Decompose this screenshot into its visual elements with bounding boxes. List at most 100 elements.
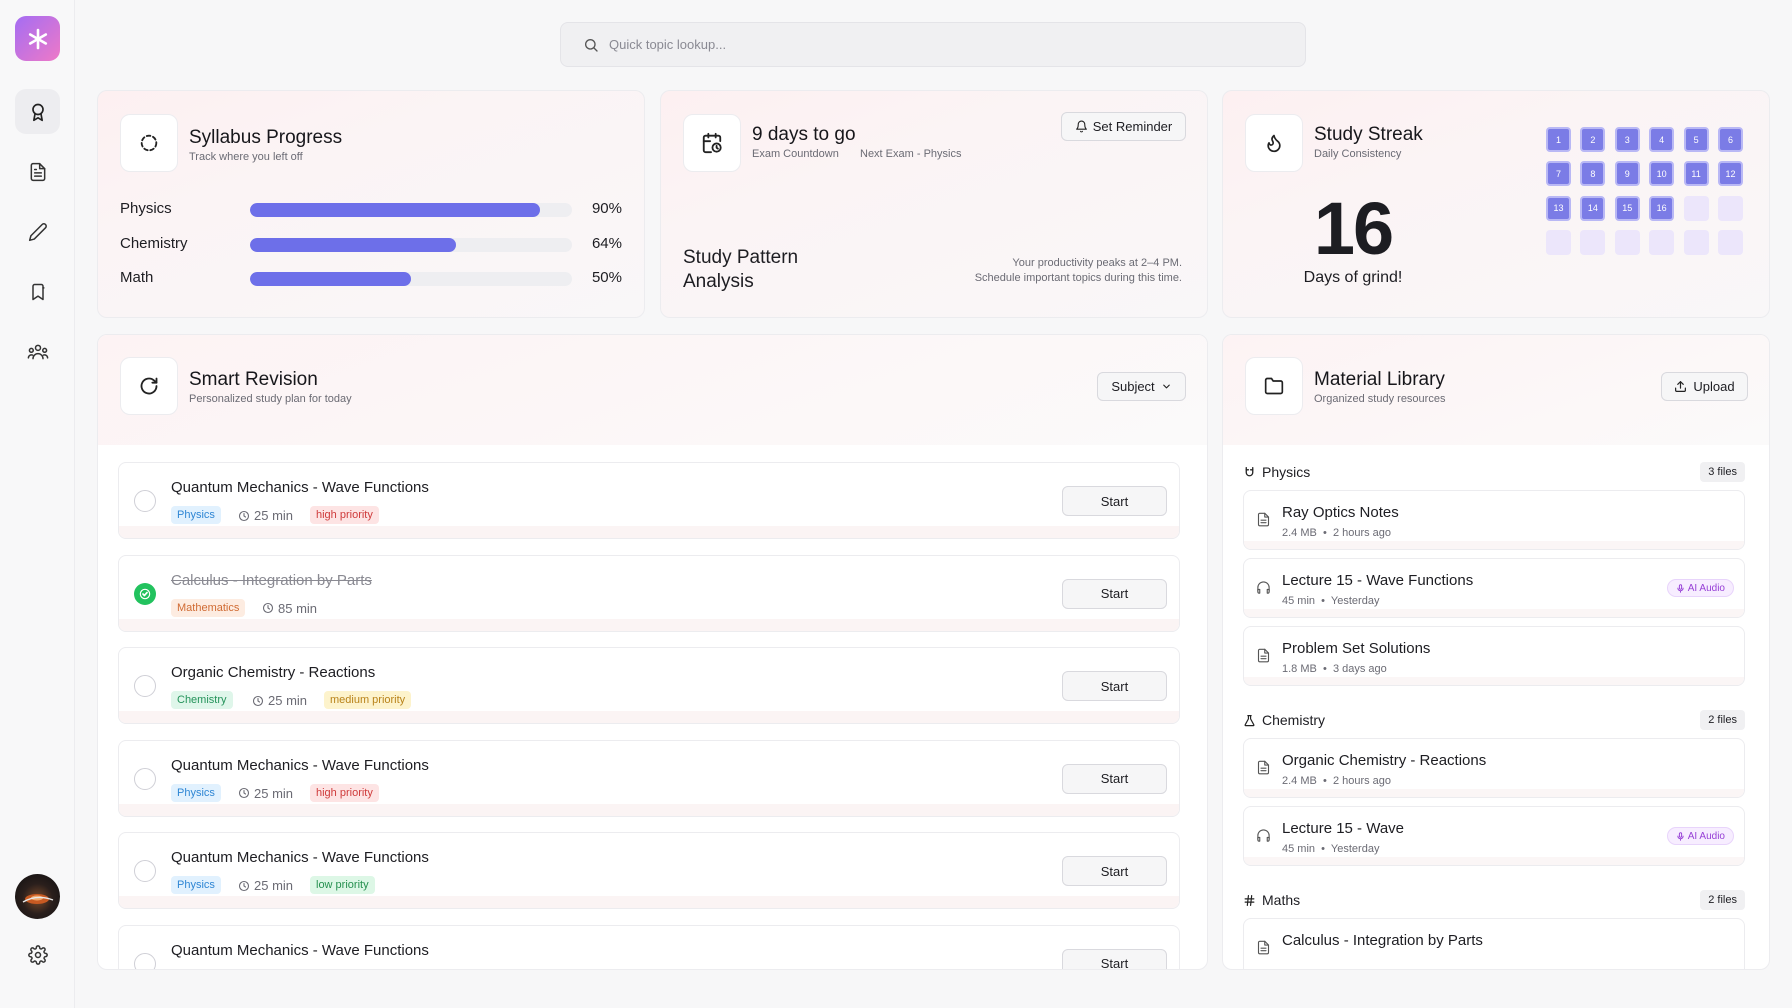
file-name: Organic Chemistry - Reactions: [1282, 752, 1487, 769]
file-count-badge: 2 files: [1700, 710, 1745, 730]
progress-row-physics: Physics 90%: [120, 198, 622, 218]
file-type-icon: [1256, 940, 1271, 960]
file-type-icon: [1256, 648, 1271, 668]
start-task-button[interactable]: Start: [1062, 486, 1167, 516]
nav-rail: [0, 0, 75, 1008]
file-row-shade: [1244, 969, 1744, 970]
revision-task: Quantum Mechanics - Wave Functions Physic…: [118, 739, 1180, 817]
revision-task: Organic Chemistry - Reactions Chemistry 25…: [118, 647, 1180, 724]
file-time: Yesterday: [1330, 595, 1380, 607]
library-file[interactable]: Ray Optics Notes 2.4 MB • 2 hours ago: [1243, 490, 1745, 550]
section-name: Maths: [1243, 892, 1300, 908]
meta-separator: •: [1315, 595, 1331, 607]
upload-icon: [1675, 381, 1687, 392]
file-size: 2.4 MB: [1282, 775, 1317, 787]
streak-day-complete: 1: [1546, 127, 1571, 152]
library-file[interactable]: Problem Set Solutions 1.8 MB • 3 days ago: [1243, 626, 1745, 686]
streak-day-complete: 13: [1546, 195, 1571, 221]
file-count-badge: 3 files: [1700, 462, 1745, 482]
mic-icon: [1677, 583, 1684, 593]
progress-percent: 64%: [591, 235, 622, 252]
section-label: Physics: [1262, 464, 1311, 480]
study-pattern-title: Study Pattern Analysis: [683, 247, 799, 292]
task-checkbox[interactable]: [134, 675, 156, 697]
nav-bookmarks[interactable]: [15, 269, 60, 314]
file-row-shade: [1244, 541, 1744, 549]
task-checkbox[interactable]: [134, 952, 156, 969]
nav-documents[interactable]: [15, 149, 60, 194]
meta-separator: •: [1315, 843, 1331, 855]
search-bar[interactable]: [560, 22, 1306, 67]
progress-label: Math: [120, 269, 154, 286]
streak-day-complete: 3: [1614, 127, 1640, 152]
file-size: 45 min: [1282, 843, 1316, 855]
app-logo[interactable]: [15, 16, 60, 61]
study-streak-card: Study Streak Daily Consistency 16 Days o…: [1222, 90, 1770, 318]
library-file[interactable]: Calculus - Integration by Parts: [1243, 918, 1745, 970]
magnet-icon: [1245, 466, 1254, 476]
revision-subtitle: Personalized study plan for today: [189, 393, 352, 405]
task-checkbox[interactable]: [134, 860, 156, 882]
library-section-header[interactable]: Chemistry 2 files: [1243, 710, 1745, 730]
nav-edit[interactable]: [15, 209, 60, 254]
library-file[interactable]: Lecture 15 - Wave Functions 45 min • Yest…: [1243, 558, 1745, 618]
streak-calendar-grid: 1 2 3 4 5 6 7 8 9 10 11 12 13 14 15 16: [1546, 127, 1746, 277]
clock-icon: [238, 510, 250, 521]
task-row-shade: [119, 711, 1179, 723]
file-size: 45 min: [1282, 595, 1316, 607]
file-type-icon: [1256, 580, 1271, 600]
section-label: Chemistry: [1262, 712, 1326, 728]
subject-filter-dropdown[interactable]: Subject: [1097, 372, 1186, 401]
set-reminder-button[interactable]: Set Reminder: [1061, 112, 1186, 141]
hash-icon: [1244, 894, 1255, 906]
task-checkbox[interactable]: [134, 767, 156, 790]
upload-button[interactable]: Upload: [1661, 372, 1748, 401]
priority-tag: high priority: [310, 783, 379, 802]
library-file[interactable]: Lecture 15 - Wave 45 min • Yesterday AI Au…: [1243, 806, 1745, 866]
section-name: Chemistry: [1243, 712, 1325, 728]
start-task-button[interactable]: Start: [1062, 671, 1167, 701]
countdown-label: Exam Countdown: [752, 148, 839, 160]
mic-icon: [1677, 831, 1684, 841]
task-row-shade: [119, 618, 1179, 631]
task-duration: 25 min: [252, 693, 307, 708]
ai-audio-label: AI Audio: [1687, 830, 1725, 842]
start-task-button[interactable]: Start: [1062, 763, 1167, 794]
task-duration-text: 25 min: [254, 508, 294, 523]
file-meta: 1.8 MB • 3 days ago: [1282, 663, 1387, 675]
search-input[interactable]: [609, 37, 1209, 52]
task-checkbox[interactable]: [134, 490, 156, 512]
streak-day-empty: [1683, 195, 1709, 221]
file-meta: 2.4 MB • 2 hours ago: [1282, 527, 1391, 539]
progress-fill: [250, 238, 457, 252]
material-library-card: Material Library Organized study resourc…: [1222, 334, 1770, 970]
revision-task: Quantum Mechanics - Wave Functions Start: [118, 924, 1180, 969]
subject-tag: Chemistry: [171, 691, 233, 709]
clock-icon: [238, 880, 250, 891]
library-section-header[interactable]: Maths 2 files: [1243, 890, 1745, 910]
start-task-button[interactable]: Start: [1062, 856, 1167, 886]
library-file[interactable]: Organic Chemistry - Reactions 2.4 MB • 2 …: [1243, 738, 1745, 798]
progress-percent: 50%: [591, 269, 622, 286]
meta-separator: •: [1316, 527, 1333, 539]
asterisk-logo-icon: [28, 28, 47, 49]
file-name: Problem Set Solutions: [1282, 640, 1431, 657]
task-row-shade: [119, 526, 1179, 538]
streak-day-empty: [1649, 230, 1675, 256]
nav-settings[interactable]: [15, 932, 60, 977]
library-section-header[interactable]: Physics 3 files: [1243, 462, 1745, 482]
library-icon-box: [1245, 357, 1303, 415]
avatar-art-icon: [22, 894, 54, 904]
user-avatar[interactable]: [15, 874, 60, 919]
nav-achievements[interactable]: [15, 89, 60, 134]
task-title: Quantum Mechanics - Wave Functions: [171, 941, 429, 959]
file-time: 2 hours ago: [1332, 527, 1392, 539]
revision-task: Calculus - Integration by Parts Mathemati…: [118, 554, 1180, 632]
task-checkbox-checked[interactable]: [134, 582, 156, 605]
file-row-shade: [1244, 609, 1744, 617]
file-row-shade: [1244, 677, 1744, 685]
progress-fill: [250, 272, 411, 286]
start-task-button[interactable]: Start: [1062, 578, 1167, 609]
nav-community[interactable]: [15, 329, 60, 374]
start-task-button[interactable]: Start: [1062, 948, 1167, 969]
